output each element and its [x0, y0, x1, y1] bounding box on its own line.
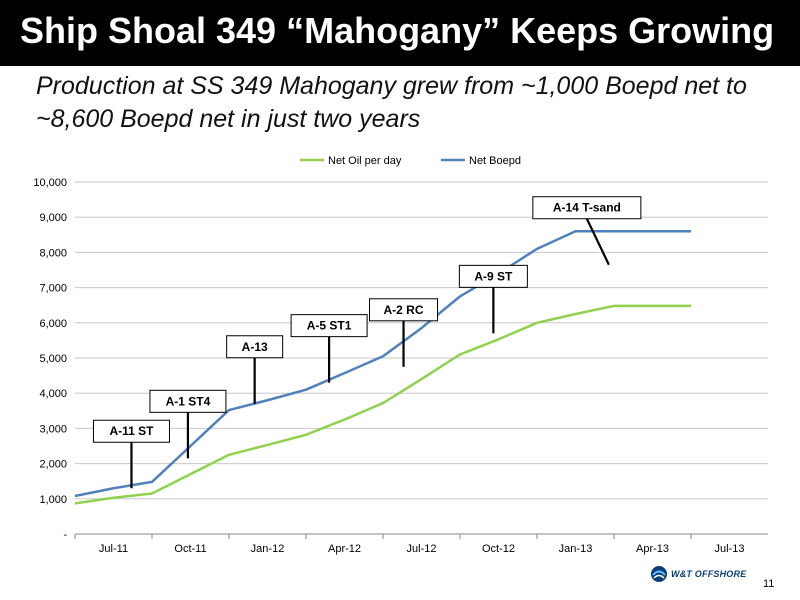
annotation-leader: [585, 218, 610, 266]
y-tick-label: 5,000: [39, 353, 67, 365]
x-tick-label: Oct-11: [174, 543, 206, 555]
annotation-label: A-14 T-sand: [553, 201, 621, 215]
series-line-net-boepd: [74, 230, 691, 498]
y-tick-label: 9,000: [39, 212, 67, 224]
x-tick-label: Jul-11: [99, 543, 128, 555]
x-tick-label: Jan-12: [251, 543, 285, 555]
logo-icon: [651, 566, 667, 582]
x-tick-label: Jan-13: [559, 543, 593, 555]
slide-title: Ship Shoal 349 “Mahogany” Keeps Growing: [20, 10, 775, 51]
logo-text: W&T OFFSHORE: [671, 569, 747, 579]
annotation-box: [290, 314, 368, 338]
y-tick-label: 8,000: [39, 247, 67, 259]
annotation-label: A-11 ST: [109, 424, 154, 438]
annotation-label: A-9 ST: [474, 269, 513, 283]
annotation-label: A-5 ST1: [307, 319, 352, 333]
y-tick-label: 7,000: [39, 283, 67, 295]
y-tick-label: 10,000: [33, 177, 67, 189]
annotation-box: [369, 298, 439, 322]
production-chart: - 1,000 2,000 3,000 4,000 5,000 6,000 7,000 8,00…: [33, 155, 768, 555]
series-line-net-oil-per-day: [74, 304, 691, 505]
y-tick-label: 3,000: [39, 423, 67, 435]
y-tick-label: 2,000: [39, 459, 67, 471]
annotation-box: [458, 264, 528, 288]
x-tick-label: Apr-13: [636, 543, 669, 555]
slide-subtitle: Production at SS 349 Mahogany grew from …: [36, 72, 747, 133]
annotation-label: A-1 ST4: [166, 394, 211, 408]
page-number: 11: [763, 578, 775, 590]
x-tick-label: Jul-12: [407, 543, 437, 555]
y-tick-label: 4,000: [39, 388, 67, 400]
y-tick-label: 1,000: [39, 494, 67, 506]
legend-label: Net Oil per day: [328, 155, 402, 167]
y-tick-label: 6,000: [39, 318, 67, 330]
x-tick-label: Apr-12: [328, 543, 361, 555]
annotation-box: [226, 335, 284, 359]
x-tick-label: Oct-12: [482, 543, 515, 555]
annotation-label: A-13: [242, 340, 268, 354]
y-tick-label: -: [63, 529, 67, 541]
annotation-box: [532, 196, 642, 220]
annotation-box: [92, 419, 170, 443]
annotation-label: A-2 RC: [384, 303, 424, 317]
legend-label: Net Boepd: [469, 155, 521, 167]
annotation-box: [149, 389, 227, 413]
x-tick-label: Jul-13: [715, 543, 745, 555]
title-bar: Ship Shoal 349 “Mahogany” Keeps Growing: [0, 0, 800, 66]
company-logo: W&T OFFSHORE: [650, 565, 746, 583]
